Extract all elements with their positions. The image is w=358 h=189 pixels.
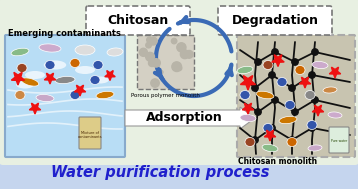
- FancyBboxPatch shape: [0, 154, 358, 189]
- Polygon shape: [242, 103, 254, 114]
- Text: Porous polymer monolith: Porous polymer monolith: [131, 92, 200, 98]
- Circle shape: [152, 59, 160, 67]
- Ellipse shape: [70, 91, 80, 99]
- Ellipse shape: [93, 60, 103, 70]
- Ellipse shape: [305, 91, 315, 99]
- Circle shape: [292, 109, 298, 115]
- Ellipse shape: [16, 81, 34, 88]
- Circle shape: [312, 97, 318, 103]
- Circle shape: [269, 125, 275, 131]
- Ellipse shape: [279, 116, 297, 124]
- Polygon shape: [264, 130, 276, 141]
- Circle shape: [147, 37, 153, 43]
- Ellipse shape: [263, 123, 273, 132]
- Ellipse shape: [75, 66, 95, 74]
- Circle shape: [252, 85, 258, 91]
- Circle shape: [160, 71, 163, 74]
- Ellipse shape: [277, 77, 287, 87]
- Circle shape: [146, 42, 151, 48]
- Ellipse shape: [90, 75, 100, 84]
- Text: Water purification process: Water purification process: [51, 166, 269, 180]
- FancyBboxPatch shape: [79, 117, 101, 149]
- Ellipse shape: [263, 60, 273, 70]
- Circle shape: [172, 62, 182, 71]
- Polygon shape: [44, 73, 56, 84]
- Polygon shape: [11, 72, 25, 85]
- FancyBboxPatch shape: [237, 35, 355, 157]
- Ellipse shape: [44, 60, 66, 70]
- Circle shape: [180, 50, 189, 59]
- Text: Chitosan: Chitosan: [107, 14, 169, 27]
- Circle shape: [255, 59, 261, 65]
- Ellipse shape: [287, 138, 297, 146]
- Circle shape: [255, 109, 261, 115]
- Ellipse shape: [96, 91, 114, 99]
- Ellipse shape: [262, 144, 278, 152]
- Circle shape: [177, 43, 186, 52]
- Circle shape: [171, 38, 177, 44]
- Polygon shape: [240, 76, 256, 90]
- Ellipse shape: [39, 44, 61, 52]
- Ellipse shape: [55, 76, 75, 84]
- Circle shape: [146, 52, 155, 61]
- Polygon shape: [312, 105, 324, 116]
- Text: Adsorption: Adsorption: [146, 112, 222, 125]
- Text: Mixture of
contaminants: Mixture of contaminants: [78, 131, 102, 139]
- Ellipse shape: [17, 64, 27, 73]
- Ellipse shape: [323, 87, 337, 93]
- Ellipse shape: [295, 66, 305, 74]
- Ellipse shape: [237, 66, 253, 74]
- Ellipse shape: [308, 145, 322, 151]
- Ellipse shape: [245, 138, 255, 146]
- Polygon shape: [272, 55, 284, 67]
- Ellipse shape: [11, 48, 29, 56]
- Ellipse shape: [285, 101, 295, 109]
- Circle shape: [312, 49, 318, 55]
- FancyBboxPatch shape: [86, 6, 190, 35]
- Text: Emerging contaminants: Emerging contaminants: [8, 29, 121, 37]
- Polygon shape: [299, 77, 311, 88]
- Ellipse shape: [70, 59, 80, 67]
- FancyBboxPatch shape: [218, 6, 332, 35]
- Text: Degradation: Degradation: [232, 14, 319, 27]
- Ellipse shape: [307, 121, 317, 129]
- Circle shape: [269, 72, 275, 78]
- Circle shape: [149, 37, 157, 45]
- Circle shape: [272, 97, 278, 103]
- Circle shape: [151, 79, 159, 87]
- Ellipse shape: [15, 91, 25, 99]
- Polygon shape: [29, 103, 41, 114]
- Ellipse shape: [256, 91, 274, 99]
- FancyBboxPatch shape: [137, 35, 194, 89]
- Ellipse shape: [240, 115, 256, 122]
- Ellipse shape: [25, 71, 45, 79]
- Circle shape: [309, 72, 315, 78]
- Text: Pure water: Pure water: [331, 139, 347, 143]
- Ellipse shape: [91, 77, 109, 84]
- Polygon shape: [105, 70, 115, 81]
- FancyBboxPatch shape: [5, 35, 125, 157]
- Polygon shape: [329, 67, 341, 78]
- Ellipse shape: [328, 112, 342, 118]
- Circle shape: [289, 85, 295, 91]
- Ellipse shape: [45, 60, 55, 70]
- FancyArrow shape: [125, 107, 255, 129]
- Circle shape: [292, 59, 298, 65]
- Ellipse shape: [75, 45, 95, 55]
- Ellipse shape: [107, 48, 123, 56]
- Circle shape: [272, 49, 278, 55]
- Circle shape: [149, 60, 155, 67]
- Text: Chitosan monolith: Chitosan monolith: [238, 157, 317, 167]
- Circle shape: [252, 137, 258, 143]
- Circle shape: [139, 48, 147, 56]
- Ellipse shape: [36, 94, 54, 101]
- FancyBboxPatch shape: [329, 127, 349, 153]
- FancyBboxPatch shape: [0, 0, 358, 165]
- Ellipse shape: [21, 78, 39, 86]
- Ellipse shape: [312, 61, 328, 69]
- Polygon shape: [74, 85, 86, 96]
- Circle shape: [289, 137, 295, 143]
- Circle shape: [185, 50, 193, 58]
- Circle shape: [309, 125, 315, 131]
